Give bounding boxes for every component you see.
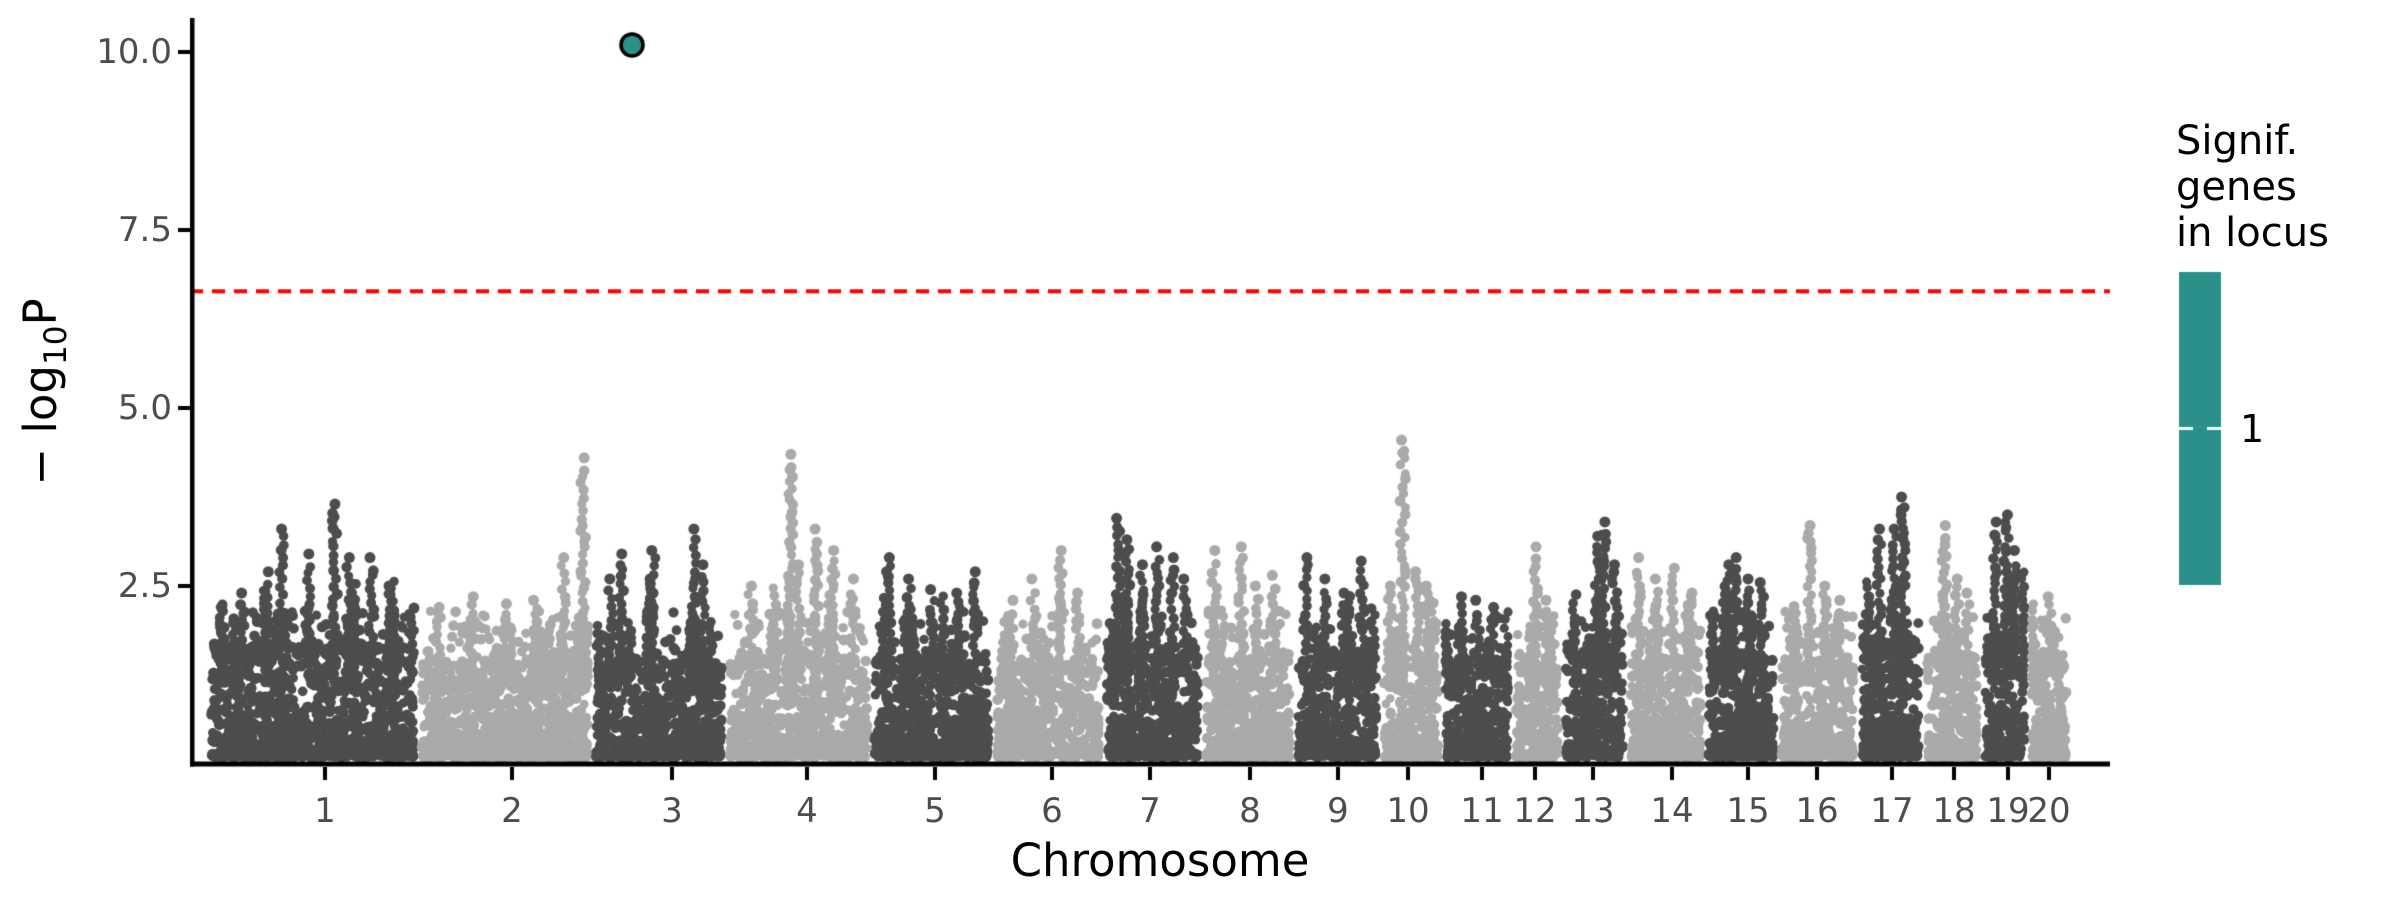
y-axis-title-subscript: 10 xyxy=(38,325,74,365)
legend-value-label: 1 xyxy=(2240,407,2265,451)
x-tick-label-chr4: 4 xyxy=(796,791,818,831)
x-tick-label-chr2: 2 xyxy=(501,791,523,831)
x-tick-label-chr14: 14 xyxy=(1650,791,1694,831)
x-tick-label-chr20: 20 xyxy=(2027,791,2071,831)
x-tick-label-chr11: 11 xyxy=(1460,791,1504,831)
x-tick-label-chr9: 9 xyxy=(1327,791,1349,831)
y-tick-label: 10.0 xyxy=(96,32,172,72)
x-axis-title: Chromosome xyxy=(1010,834,1310,887)
x-tick-label-chr1: 1 xyxy=(314,791,336,831)
x-tick-label-chr3: 3 xyxy=(661,791,683,831)
x-tick-label-chr15: 15 xyxy=(1726,791,1770,831)
x-tick-label-chr13: 13 xyxy=(1571,791,1615,831)
legend-title: Signif. genes in locus xyxy=(2176,118,2329,256)
y-tick-label: 5.0 xyxy=(117,388,172,428)
x-tick-label-chr10: 10 xyxy=(1386,791,1430,831)
x-tick-label-chr8: 8 xyxy=(1239,791,1261,831)
x-tick-label-chr12: 12 xyxy=(1513,791,1557,831)
y-axis-title-prefix: − log xyxy=(14,364,67,486)
x-tick-label-chr18: 18 xyxy=(1932,791,1976,831)
x-tick-label-chr16: 16 xyxy=(1795,791,1839,831)
x-tick-label-chr5: 5 xyxy=(924,791,946,831)
y-tick-label: 2.5 xyxy=(117,566,172,606)
y-axis-title-suffix: P xyxy=(14,298,67,326)
x-tick-label-chr6: 6 xyxy=(1041,791,1063,831)
x-tick-label-chr19: 19 xyxy=(1986,791,2030,831)
y-tick-label: 7.5 xyxy=(117,210,172,250)
x-tick-label-chr7: 7 xyxy=(1139,791,1161,831)
x-tick-label-chr17: 17 xyxy=(1870,791,1914,831)
